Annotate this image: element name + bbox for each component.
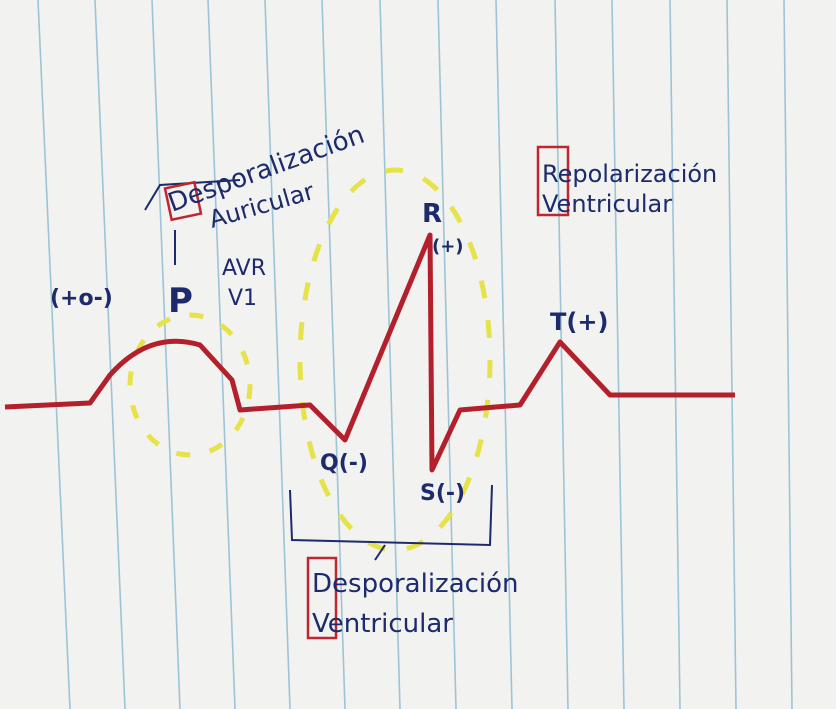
qrs-highlight — [297, 167, 493, 553]
p-highlight — [127, 312, 253, 458]
lead-label: AVR — [222, 256, 266, 281]
ecg-trace — [4, 232, 735, 473]
lead-label: V1 — [228, 286, 257, 311]
repolarization-line2: Ventricular — [542, 190, 672, 218]
letter-box — [536, 145, 570, 217]
letter-box — [163, 180, 203, 222]
paper-lines — [37, 0, 793, 709]
q-label: Q(-) — [320, 451, 368, 476]
p-label: P — [168, 281, 193, 321]
ventricular-line1: Desporalización — [312, 569, 519, 599]
p-bracket — [144, 179, 241, 265]
s-label: S(-) — [420, 481, 465, 506]
r-label: R — [422, 199, 442, 229]
letter-box — [306, 556, 338, 640]
t-label: T(+) — [550, 308, 608, 336]
p-sign: (+o-) — [50, 286, 113, 311]
qrs-bracket — [289, 484, 493, 561]
repolarization-line1: Repolarización — [542, 160, 717, 188]
ventricular-line2: Ventricular — [312, 609, 453, 639]
r-sign: (+) — [432, 236, 464, 257]
